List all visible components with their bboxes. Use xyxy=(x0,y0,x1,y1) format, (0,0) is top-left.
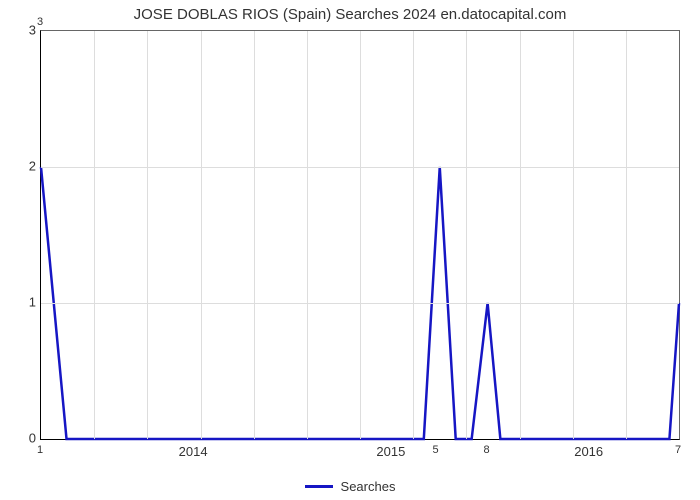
y-tick-label: 0 xyxy=(6,431,36,446)
x-tick-label: 2014 xyxy=(179,444,208,459)
legend-label: Searches xyxy=(341,479,396,494)
y-tick-label: 1 xyxy=(6,295,36,310)
gridline-v xyxy=(626,31,627,439)
searches-chart: JOSE DOBLAS RIOS (Spain) Searches 2024 e… xyxy=(0,0,700,500)
x-minor-tick-label: 7 xyxy=(675,444,681,456)
x-minor-tick-label: 1 xyxy=(37,444,43,456)
plot-area xyxy=(40,30,680,440)
gridline-v xyxy=(94,31,95,439)
gridline-v xyxy=(413,31,414,439)
gridline-v xyxy=(466,31,467,439)
gridline-v xyxy=(573,31,574,439)
gridline-v xyxy=(360,31,361,439)
x-tick-label: 2015 xyxy=(376,444,405,459)
gridline-v xyxy=(147,31,148,439)
gridline-v xyxy=(307,31,308,439)
legend: Searches xyxy=(0,478,700,494)
gridline-v xyxy=(520,31,521,439)
x-tick-label: 2016 xyxy=(574,444,603,459)
y-tick-label: 3 xyxy=(6,23,36,38)
y-tick-label: 2 xyxy=(6,159,36,174)
x-minor-tick-label: 5 xyxy=(432,444,438,456)
gridline-v xyxy=(254,31,255,439)
x-minor-tick-label: 8 xyxy=(484,444,490,456)
chart-title: JOSE DOBLAS RIOS (Spain) Searches 2024 e… xyxy=(0,6,700,23)
legend-swatch xyxy=(305,485,333,488)
gridline-v xyxy=(201,31,202,439)
x-top-tick-label: 3 xyxy=(37,16,43,28)
